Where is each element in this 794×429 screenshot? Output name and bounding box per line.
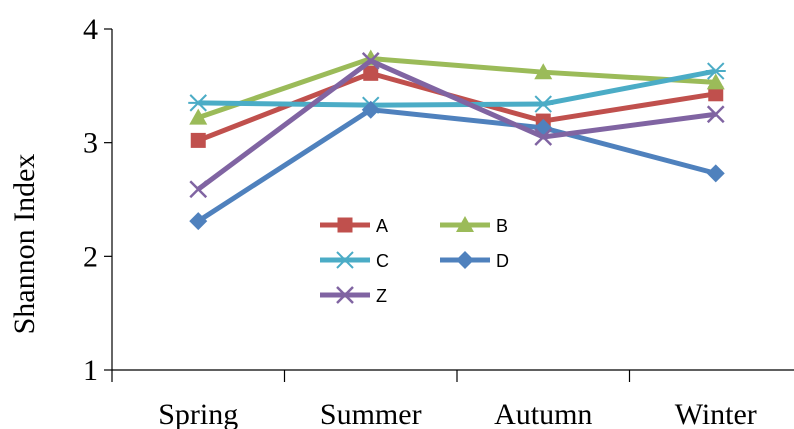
data-point-z: [189, 180, 208, 199]
series-line-c: [198, 68, 717, 108]
series-line-z: [196, 58, 717, 192]
legend-marker-a: [337, 217, 353, 233]
legend-marker-d: [456, 251, 474, 269]
data-point-z: [361, 51, 380, 70]
legend-label-a: A: [376, 216, 388, 236]
y-tick-label: 2: [83, 240, 98, 273]
data-point-z: [534, 128, 553, 146]
series-line-b: [197, 56, 716, 121]
legend-label-d: D: [496, 251, 509, 271]
legend-item-c: C: [320, 251, 389, 271]
data-point-d: [706, 164, 725, 183]
y-axis: 1 2 3 4: [83, 13, 113, 387]
series-line-d: [196, 107, 717, 224]
data-point-b: [534, 63, 553, 80]
legend-label-z: Z: [376, 286, 387, 306]
y-tick-label: 3: [83, 127, 98, 160]
data-point-a: [363, 65, 379, 81]
legend-item-d: D: [440, 251, 509, 271]
data-point-a: [708, 86, 724, 102]
x-tick-label: Summer: [320, 398, 422, 429]
legend-item-b: B: [440, 216, 508, 236]
x-tick-label: Autumn: [494, 398, 592, 429]
legend-marker-b: [456, 216, 474, 232]
y-tick-label: 1: [83, 354, 98, 387]
data-point-z: [706, 105, 725, 124]
x-tick-label: Spring: [158, 398, 238, 429]
legend-item-z: Z: [320, 286, 387, 306]
data-point-d: [361, 100, 380, 119]
legend: A B C D Z: [320, 216, 509, 306]
legend-label-b: B: [496, 216, 508, 236]
legend-label-c: C: [376, 251, 389, 271]
legend-item-a: A: [320, 216, 388, 236]
legend-marker-z: [336, 286, 354, 304]
data-point-a: [190, 132, 206, 148]
data-point-c: [188, 94, 209, 112]
data-point-d: [189, 212, 208, 231]
data-point-b: [189, 108, 208, 125]
legend-marker-c: [335, 251, 355, 269]
y-axis-label: Shannon Index: [8, 154, 41, 335]
x-tick-label: Winter: [675, 398, 757, 429]
data-point-c: [533, 95, 554, 113]
y-tick-label: 4: [83, 13, 98, 46]
data-point-b: [706, 73, 725, 90]
x-axis: Spring Summer Autumn Winter: [111, 369, 794, 429]
data-point-c: [705, 62, 726, 80]
plot-area: [188, 49, 726, 231]
